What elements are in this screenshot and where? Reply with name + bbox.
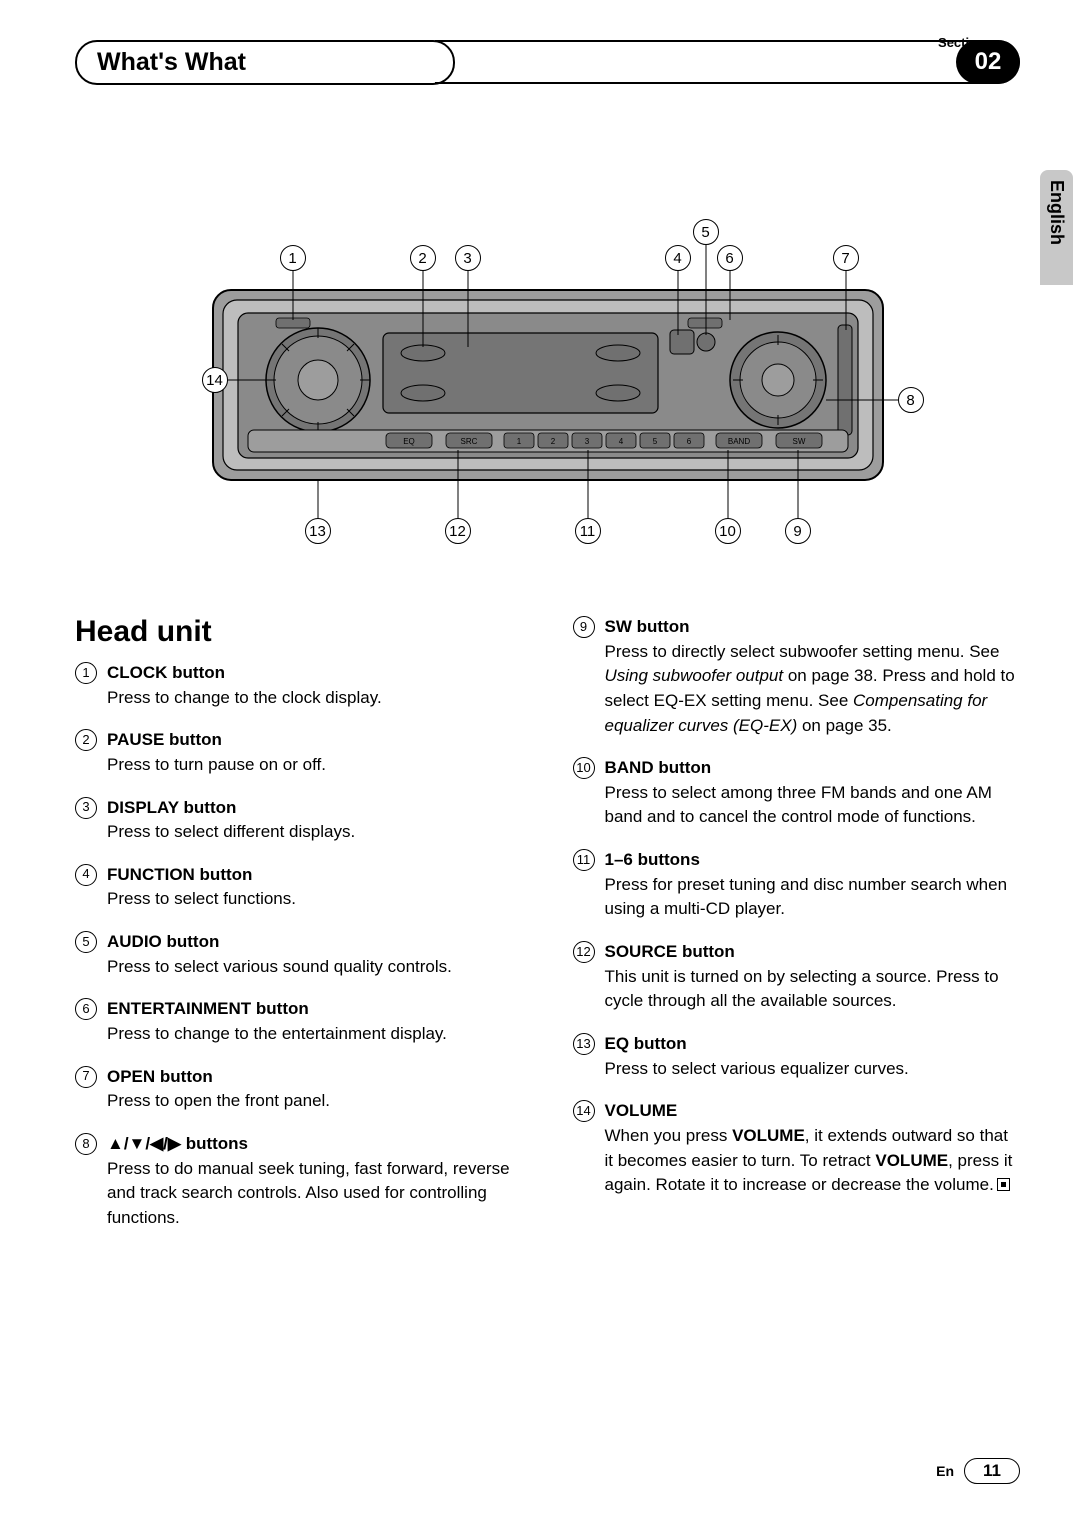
item-number: 14 [573, 1100, 595, 1122]
left-column: Head unit 1 CLOCK button Press to change t… [75, 615, 523, 1249]
item-title: VOLUME [605, 1101, 678, 1120]
item-number: 6 [75, 998, 97, 1020]
item-desc: Press to select various equalizer curves… [605, 1057, 1021, 1082]
content-columns: Head unit 1 CLOCK button Press to change t… [75, 615, 1020, 1249]
item-desc: Press to change to the clock display. [107, 686, 523, 711]
callout-14: 14 [202, 367, 228, 393]
language-tab: English [1040, 170, 1073, 285]
section-heading: Head unit [75, 615, 523, 649]
item-desc: This unit is turned on by selecting a so… [605, 965, 1021, 1014]
item-title: EQ button [605, 1034, 687, 1053]
page-footer: En 11 [936, 1458, 1020, 1484]
item-8: 8 ▲/▼/◀/▶ buttons Press to do manual seek … [75, 1132, 523, 1231]
callout-5: 5 [693, 219, 719, 245]
item-title: ▲/▼/◀/▶ buttons [107, 1134, 248, 1153]
svg-text:6: 6 [686, 437, 691, 446]
callout-11: 11 [575, 518, 601, 544]
item-7: 7 OPEN button Press to open the front pane… [75, 1065, 523, 1114]
item-desc: Press to select various sound quality co… [107, 955, 523, 980]
item-12: 12 SOURCE button This unit is turned on by… [573, 940, 1021, 1014]
item-9: 9 SW button Press to directly select subwo… [573, 615, 1021, 738]
item-title: BAND button [605, 758, 712, 777]
svg-text:3: 3 [584, 437, 589, 446]
item-13: 13 EQ button Press to select various equal… [573, 1032, 1021, 1081]
item-title: AUDIO button [107, 932, 219, 951]
item-number: 10 [573, 757, 595, 779]
item-desc: Press to select functions. [107, 887, 523, 912]
item-number: 1 [75, 662, 97, 684]
item-desc: Press to change to the entertainment dis… [107, 1022, 523, 1047]
callout-1: 1 [280, 245, 306, 271]
svg-text:5: 5 [652, 437, 657, 446]
head-unit-diagram: EQ SRC 123456 BAND SW [158, 225, 938, 555]
callout-12: 12 [445, 518, 471, 544]
callout-8: 8 [898, 387, 924, 413]
item-14: 14 VOLUME When you press VOLUME, it extend… [573, 1099, 1021, 1198]
item-title: PAUSE button [107, 730, 222, 749]
item-desc: Press to open the front panel. [107, 1089, 523, 1114]
svg-text:SW: SW [792, 437, 805, 446]
item-title: OPEN button [107, 1067, 213, 1086]
callout-13: 13 [305, 518, 331, 544]
section-number: 02 [956, 40, 1020, 84]
callout-9: 9 [785, 518, 811, 544]
item-number: 12 [573, 941, 595, 963]
header-connector: 02 [435, 40, 1020, 84]
callout-4: 4 [665, 245, 691, 271]
svg-text:2: 2 [550, 437, 555, 446]
svg-text:BAND: BAND [727, 437, 749, 446]
svg-text:EQ: EQ [403, 437, 415, 446]
item-title: 1–6 buttons [605, 850, 700, 869]
item-number: 8 [75, 1133, 97, 1155]
head-unit-svg: EQ SRC 123456 BAND SW [158, 225, 938, 555]
item-desc: Press to select different displays. [107, 820, 523, 845]
item-number: 2 [75, 729, 97, 751]
right-column: 9 SW button Press to directly select subwo… [573, 615, 1021, 1249]
item-desc: Press to do manual seek tuning, fast for… [107, 1157, 523, 1231]
item-title: CLOCK button [107, 663, 225, 682]
callout-2: 2 [410, 245, 436, 271]
item-desc: When you press VOLUME, it extends outwar… [605, 1124, 1021, 1198]
item-number: 7 [75, 1066, 97, 1088]
item-title: SOURCE button [605, 942, 735, 961]
item-11: 11 1–6 buttons Press for preset tuning and… [573, 848, 1021, 922]
callout-7: 7 [833, 245, 859, 271]
item-1: 1 CLOCK button Press to change to the cloc… [75, 661, 523, 710]
svg-text:SRC: SRC [460, 437, 477, 446]
item-number: 9 [573, 616, 595, 638]
page-title: What's What [75, 40, 455, 85]
item-number: 3 [75, 797, 97, 819]
footer-lang: En [936, 1463, 954, 1479]
callout-3: 3 [455, 245, 481, 271]
item-desc: Press for preset tuning and disc number … [605, 873, 1021, 922]
item-number: 5 [75, 931, 97, 953]
item-title: ENTERTAINMENT button [107, 999, 309, 1018]
item-title: SW button [605, 617, 690, 636]
item-number: 11 [573, 849, 595, 871]
item-4: 4 FUNCTION button Press to select function… [75, 863, 523, 912]
callout-6: 6 [717, 245, 743, 271]
item-5: 5 AUDIO button Press to select various sou… [75, 930, 523, 979]
callout-10: 10 [715, 518, 741, 544]
item-desc: Press to directly select subwoofer setti… [605, 640, 1021, 739]
item-10: 10 BAND button Press to select among three… [573, 756, 1021, 830]
item-6: 6 ENTERTAINMENT button Press to change to … [75, 997, 523, 1046]
item-desc: Press to select among three FM bands and… [605, 781, 1021, 830]
item-2: 2 PAUSE button Press to turn pause on or o… [75, 728, 523, 777]
item-number: 13 [573, 1033, 595, 1055]
page-header: Section What's What 02 [75, 40, 1020, 85]
item-title: FUNCTION button [107, 865, 252, 884]
item-desc: Press to turn pause on or off. [107, 753, 523, 778]
footer-page: 11 [964, 1458, 1020, 1484]
item-3: 3 DISPLAY button Press to select different… [75, 796, 523, 845]
svg-text:1: 1 [516, 437, 521, 446]
item-number: 4 [75, 864, 97, 886]
svg-text:4: 4 [618, 437, 623, 446]
item-title: DISPLAY button [107, 798, 236, 817]
